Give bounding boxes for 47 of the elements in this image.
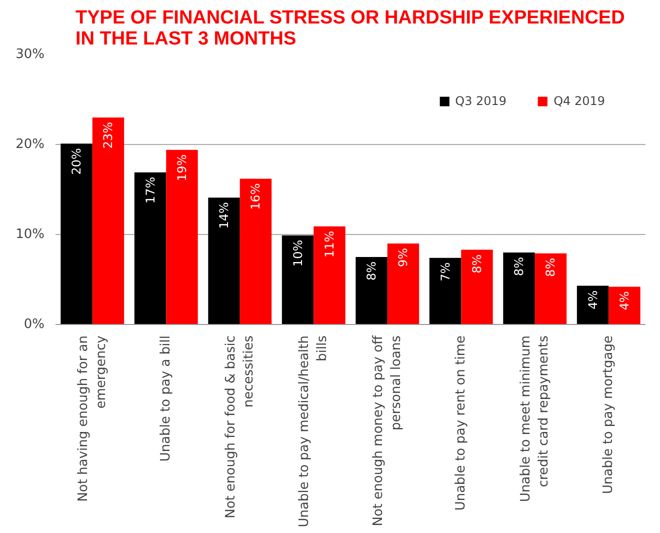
bar: [461, 250, 493, 324]
bar: [92, 118, 124, 324]
bar: [503, 252, 535, 324]
y-tick-label: 20%: [16, 137, 45, 152]
data-label: 8%: [364, 261, 379, 281]
bar: [60, 144, 92, 324]
data-label: 8%: [544, 258, 558, 277]
data-label: 7%: [438, 262, 452, 282]
x-tick-label: Not having enough for an emergency: [76, 335, 109, 502]
data-label: 10%: [290, 240, 305, 267]
bar: [240, 178, 272, 324]
data-label: 4%: [617, 291, 632, 310]
legend-label: Q4 2019: [554, 94, 605, 108]
data-label: 8%: [470, 254, 484, 274]
legend-label: Q3 2019: [455, 94, 507, 108]
data-label: 16%: [248, 183, 263, 210]
bar: [387, 244, 420, 324]
bar: [314, 226, 346, 324]
bar: [429, 258, 462, 324]
data-label: 23%: [101, 122, 116, 149]
bar: [534, 253, 567, 324]
x-tick-label: Unable to pay a bill: [158, 335, 174, 462]
data-label: 20%: [70, 148, 84, 175]
x-tick-label: Unable to meet minimum credit card repayments: [518, 335, 552, 502]
data-label: 19%: [174, 154, 189, 182]
y-tick-label: 30%: [16, 47, 45, 62]
bar: [356, 257, 388, 324]
x-tick-label: Unable to pay medical/health bills: [297, 335, 330, 528]
chart-title: TYPE OF FINANCIAL STRESS OR HARDSHIP EXPERIENCED IN THE LAST 3 MONTHS: [75, 8, 625, 50]
data-label: 4%: [586, 290, 600, 310]
data-label: 9%: [396, 248, 410, 268]
bar: [166, 150, 198, 324]
y-tick-label: 0%: [24, 317, 44, 332]
x-tick-label: Not enough money to pay off personal loans: [370, 334, 404, 526]
bar: [576, 286, 609, 324]
y-tick-label: 10%: [16, 227, 45, 242]
data-label: 17%: [143, 176, 158, 204]
bar: [282, 235, 314, 324]
data-label: 11%: [322, 230, 336, 258]
bar: [134, 172, 166, 324]
x-tick-label: Unable to pay mortgage: [601, 335, 616, 494]
data-label: 8%: [512, 256, 526, 276]
data-label: 14%: [217, 202, 232, 229]
x-tick-label: Unable to pay rent on time: [454, 335, 469, 511]
bar: [208, 198, 240, 324]
bar: [608, 286, 640, 324]
x-tick-label: Not enough for food & basic necessities: [223, 335, 256, 518]
